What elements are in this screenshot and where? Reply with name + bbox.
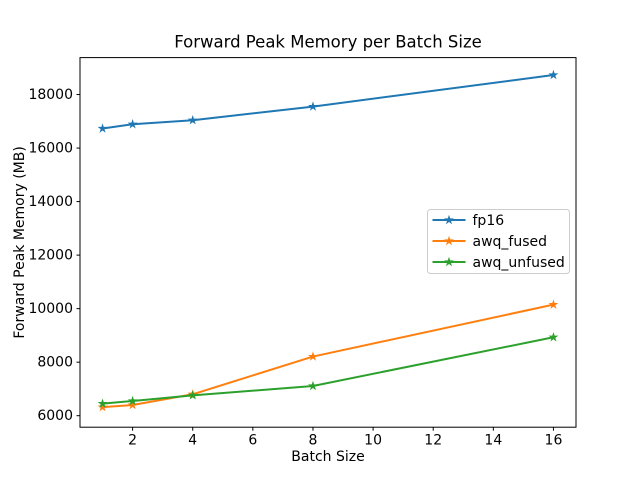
x-axis-label: Batch Size — [291, 449, 364, 465]
series-fp16-marker — [187, 115, 198, 125]
x-tick-label: 16 — [545, 433, 563, 449]
x-tick-label: 2 — [128, 433, 137, 449]
x-tick-label: 4 — [188, 433, 197, 449]
y-tick-label: 12000 — [28, 248, 73, 264]
legend-label: awq_fused — [473, 234, 548, 250]
series-fp16-marker — [127, 119, 138, 129]
legend-label: fp16 — [473, 213, 505, 229]
series-fp16-marker — [548, 69, 559, 80]
x-tick-label: 8 — [309, 433, 318, 449]
x-tick-label: 10 — [364, 433, 382, 449]
series-awq_fused-marker — [308, 351, 318, 361]
x-axis: 2 4 6 8 10 12 14 16 Batch Size — [128, 427, 562, 465]
y-tick-label: 14000 — [28, 194, 73, 210]
y-tick-label: 8000 — [37, 355, 73, 371]
series-awq_unfused-marker — [548, 332, 559, 342]
legend-entry-fp16: fp16 — [432, 213, 505, 229]
y-axis: 6000 8000 10000 12000 14000 16000 18000 Forward… — [12, 87, 80, 424]
legend-entry-awq_fused: awq_fused — [432, 234, 548, 250]
x-tick-label: 14 — [484, 433, 502, 449]
y-tick-label: 18000 — [28, 87, 73, 103]
legend-star-marker — [444, 235, 454, 246]
legend-label: awq_unfused — [473, 255, 565, 271]
series-awq_unfused — [97, 332, 559, 408]
y-tick-label: 16000 — [28, 141, 73, 157]
series-awq_unfused-marker — [308, 380, 318, 391]
series-awq_unfused-marker — [187, 390, 198, 400]
legend: fp16 awq_fused awq_unfused — [427, 209, 570, 274]
series-fp16-marker — [308, 101, 318, 111]
y-axis-label: Forward Peak Memory (MB) — [12, 146, 28, 338]
series-awq_fused-marker — [548, 299, 559, 309]
legend-star-marker — [444, 256, 454, 267]
y-tick-label: 6000 — [37, 408, 73, 424]
series-awq_fused-marker — [97, 401, 108, 412]
chart-title: Forward Peak Memory per Batch Size — [174, 33, 482, 52]
legend-entry-awq_unfused: awq_unfused — [432, 255, 565, 271]
series-awq_fused-marker — [127, 399, 138, 410]
series-awq_unfused-marker — [127, 395, 138, 406]
x-tick-label: 6 — [248, 433, 257, 449]
x-tick-label: 12 — [424, 433, 442, 449]
legend-box — [427, 209, 570, 274]
series-fp16-marker — [97, 123, 108, 133]
y-tick-label: 10000 — [28, 301, 73, 317]
series-awq_unfused-marker — [97, 398, 108, 408]
series-fp16 — [97, 69, 559, 133]
legend-star-marker — [444, 214, 454, 225]
